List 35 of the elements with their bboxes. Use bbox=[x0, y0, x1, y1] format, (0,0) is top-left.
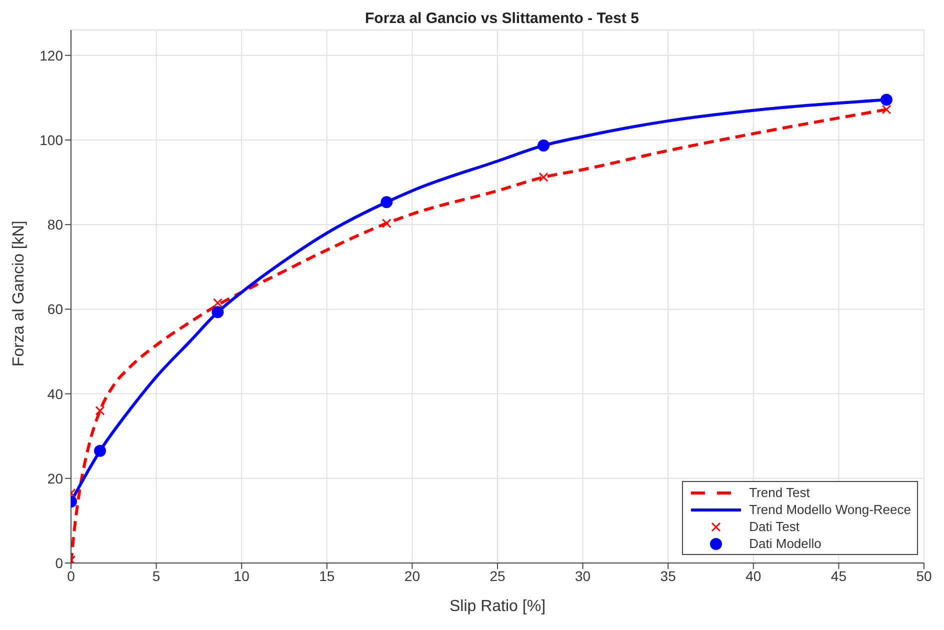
x-tick-label: 10 bbox=[234, 568, 250, 584]
x-tick-label: 35 bbox=[660, 568, 676, 584]
legend-label: Trend Test bbox=[749, 485, 810, 500]
y-tick-label: 20 bbox=[47, 470, 64, 486]
point bbox=[212, 298, 222, 308]
y-axis-title: Forza al Gancio [kN] bbox=[10, 220, 28, 366]
point bbox=[94, 444, 106, 457]
x-axis-title: Slip Ratio [%] bbox=[449, 598, 546, 615]
legend-label: Dati Test bbox=[749, 519, 800, 534]
legend-label: Dati Modello bbox=[749, 536, 822, 551]
point bbox=[538, 172, 548, 182]
x-tick-label: 40 bbox=[746, 568, 762, 584]
x-tick-label: 20 bbox=[404, 568, 420, 584]
x-tick-label: 50 bbox=[916, 568, 932, 584]
y-tick-label: 0 bbox=[55, 554, 64, 571]
y-tick-label: 40 bbox=[47, 386, 64, 402]
x-tick-label: 45 bbox=[830, 568, 847, 584]
x-tick-label: 15 bbox=[319, 568, 335, 584]
point bbox=[95, 406, 105, 416]
x-tick-label: 25 bbox=[490, 568, 506, 584]
legend-label: Trend Modello Wong-Reece bbox=[749, 502, 911, 517]
x-tick-label: 30 bbox=[575, 568, 591, 584]
x-tick-label: 5 bbox=[152, 568, 160, 584]
x-tick-label: 0 bbox=[67, 568, 76, 584]
y-tick-label: 60 bbox=[47, 301, 64, 318]
point bbox=[882, 104, 892, 114]
point bbox=[212, 306, 224, 318]
point bbox=[382, 218, 392, 228]
y-tick-label: 100 bbox=[40, 132, 64, 148]
chart-title: Forza al Gancio vs Slittamento - Test 5 bbox=[364, 10, 640, 27]
point bbox=[538, 139, 550, 152]
y-tick-label: 120 bbox=[40, 47, 64, 64]
point bbox=[380, 196, 393, 208]
y-tick-label: 80 bbox=[47, 216, 64, 233]
point bbox=[880, 94, 892, 106]
